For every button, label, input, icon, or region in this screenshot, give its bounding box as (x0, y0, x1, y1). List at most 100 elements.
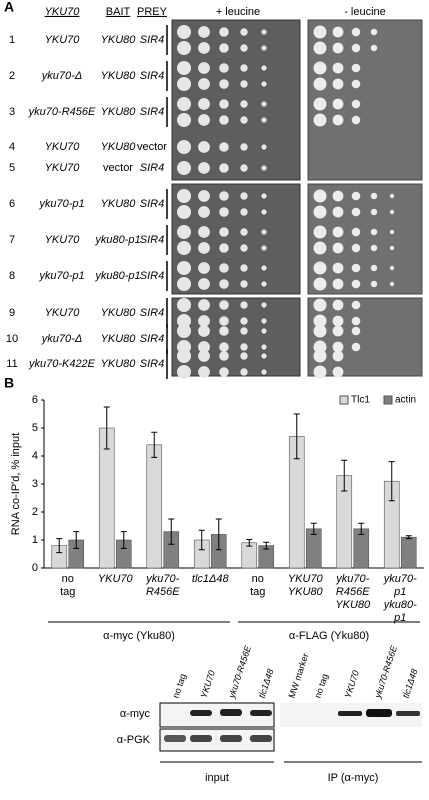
colony (198, 78, 210, 90)
plate (171, 183, 301, 295)
colony (313, 77, 327, 91)
colony (177, 205, 191, 219)
colony (332, 299, 344, 311)
colony (177, 77, 191, 91)
bait: YKU80 (101, 70, 137, 82)
plate (307, 19, 423, 181)
colony (261, 328, 267, 334)
colony (313, 277, 327, 291)
colony (332, 226, 344, 238)
error-bar (341, 459, 348, 492)
colony (332, 341, 344, 353)
strain-gene: YKU70 (45, 141, 81, 153)
colony (198, 98, 210, 110)
colony (261, 45, 267, 51)
strain-gene: yku70-R456E (28, 106, 96, 118)
bait: YKU80 (101, 358, 137, 370)
y-tick-label: 2 (32, 506, 38, 518)
bait: YKU80 (101, 34, 137, 46)
error-bar (103, 406, 110, 450)
plate-header: + leucine (216, 6, 260, 18)
colony (240, 100, 248, 108)
colony (351, 207, 361, 217)
error-bar (198, 529, 205, 551)
colony (351, 27, 361, 37)
colony (219, 279, 229, 289)
colony (332, 278, 344, 290)
colony (332, 26, 344, 38)
colony (332, 242, 344, 254)
colony (177, 349, 191, 363)
plate (171, 19, 301, 181)
colony (389, 209, 395, 215)
colony (351, 227, 361, 237)
colony (240, 44, 248, 52)
colony (219, 227, 229, 237)
prey: SIR4 (140, 198, 164, 210)
blot-box (159, 728, 275, 752)
colony (219, 367, 229, 377)
colony (219, 351, 229, 361)
bait: YKU80 (101, 307, 137, 319)
lane-label: tlc1Δ48 (401, 668, 420, 700)
error-bar (120, 531, 127, 549)
colony (313, 61, 327, 75)
legend-label: Tlc1 (351, 395, 370, 406)
colony (313, 298, 327, 312)
bar (146, 444, 163, 569)
colony (313, 324, 327, 338)
colony (261, 265, 267, 271)
lane-label: MW marker (287, 652, 311, 699)
colony (198, 315, 210, 327)
colony (261, 144, 267, 150)
colony (351, 115, 361, 125)
legend-label: actin (395, 395, 416, 406)
colony (313, 41, 327, 55)
strain-gene: YKU70 (45, 307, 81, 319)
colony (177, 277, 191, 291)
colony (240, 301, 248, 309)
lane-label: yku70-R456E (372, 643, 399, 700)
panel-label: B (4, 375, 14, 391)
error-bar (73, 531, 80, 549)
colony (240, 80, 248, 88)
colony (177, 140, 191, 154)
colony (370, 28, 378, 36)
colony (370, 44, 378, 52)
colony (261, 344, 267, 350)
colony (177, 365, 191, 379)
prey: vector (137, 141, 167, 153)
colony (261, 81, 267, 87)
error-bar (56, 538, 63, 554)
bar (400, 536, 417, 569)
colony (332, 98, 344, 110)
colony (261, 209, 267, 215)
colony (370, 192, 378, 200)
row-number: 11 (6, 358, 17, 370)
colony (313, 349, 327, 363)
colony (198, 366, 210, 378)
plate (171, 297, 301, 377)
colony (313, 205, 327, 219)
colony (332, 325, 344, 337)
plate-header: - leucine (344, 6, 386, 18)
strain-gene: yku70-Δ (41, 70, 82, 82)
colony (332, 206, 344, 218)
row-number: 7 (9, 234, 15, 246)
row-number: 3 (9, 106, 15, 118)
bait: YKU80 (101, 141, 137, 153)
colony (240, 368, 248, 376)
colony (219, 115, 229, 125)
colony (261, 302, 267, 308)
colony (219, 191, 229, 201)
colony (219, 243, 229, 253)
colony (198, 190, 210, 202)
colony (198, 350, 210, 362)
colony (261, 353, 267, 359)
colony (177, 225, 191, 239)
colony (370, 244, 378, 252)
colony (198, 162, 210, 174)
colony (313, 261, 327, 275)
error-bar (151, 431, 158, 458)
colony (240, 164, 248, 172)
